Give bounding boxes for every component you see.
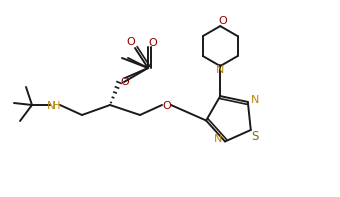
Text: H: H xyxy=(53,101,61,111)
Text: O: O xyxy=(126,37,135,47)
Text: O: O xyxy=(149,38,157,48)
Text: S: S xyxy=(251,129,258,142)
Text: O: O xyxy=(163,101,171,111)
Text: N: N xyxy=(216,65,224,75)
Text: N: N xyxy=(47,101,55,111)
Text: N: N xyxy=(214,135,222,144)
Text: N: N xyxy=(251,95,259,105)
Text: O: O xyxy=(219,16,227,26)
Text: O: O xyxy=(121,77,130,87)
